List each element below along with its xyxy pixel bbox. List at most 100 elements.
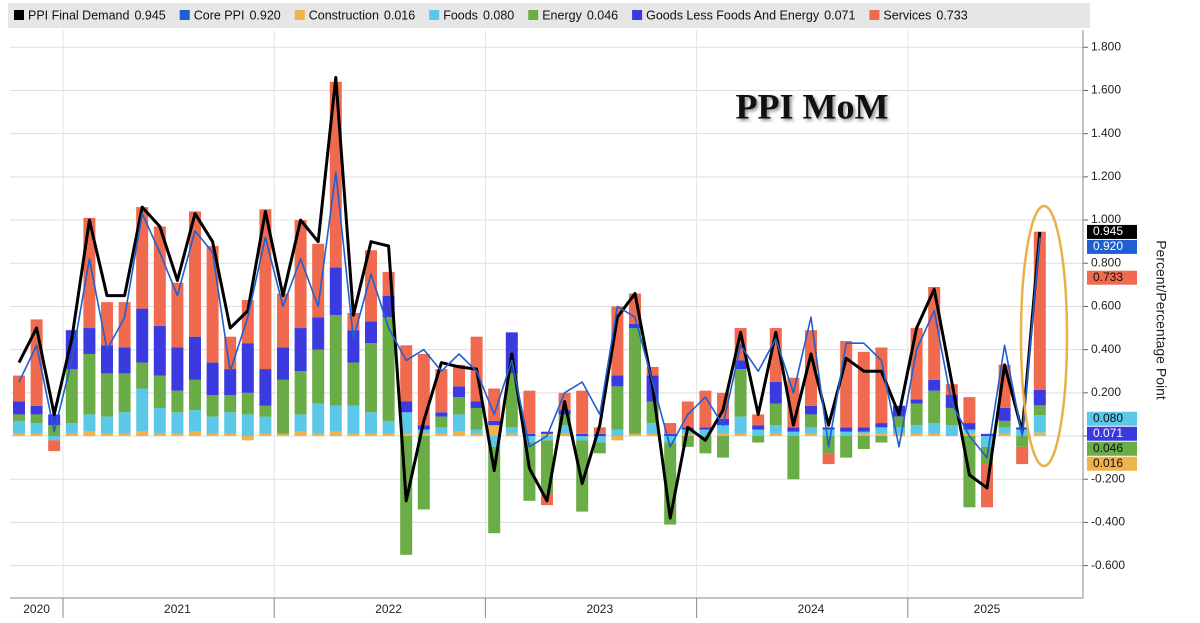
bar-segment bbox=[593, 433, 606, 437]
bar-segment bbox=[417, 436, 430, 510]
legend-swatch bbox=[294, 10, 305, 20]
bar-segment bbox=[13, 401, 25, 415]
bar-segment bbox=[453, 386, 465, 398]
bar-segment bbox=[488, 425, 501, 437]
bar-segment bbox=[417, 433, 430, 437]
y-tick-label: -0.200 bbox=[1091, 471, 1125, 485]
y-tick-label: 1.200 bbox=[1091, 169, 1121, 183]
value-tag-label: 0.071 bbox=[1093, 426, 1123, 440]
bar-segment bbox=[118, 433, 131, 437]
bar-segment bbox=[646, 433, 659, 437]
bar-segment bbox=[241, 436, 254, 441]
bar-segment bbox=[541, 431, 553, 434]
bar-segment bbox=[699, 436, 712, 454]
bar-segment bbox=[136, 388, 149, 432]
bar-segment bbox=[153, 226, 166, 326]
bar-segment bbox=[329, 405, 342, 432]
bar-segment bbox=[83, 328, 96, 354]
bar-segment bbox=[558, 414, 571, 426]
bar-segment bbox=[998, 420, 1011, 428]
value-tag bbox=[1087, 456, 1137, 471]
y-tick-label: -0.400 bbox=[1091, 515, 1125, 529]
bar-segment bbox=[189, 379, 201, 411]
y-tick-label: 1.000 bbox=[1091, 212, 1121, 226]
bar-segment bbox=[118, 412, 131, 434]
bar-segment bbox=[453, 431, 465, 437]
bar-segment bbox=[717, 436, 729, 458]
bar-segment bbox=[840, 340, 853, 428]
bar-segment bbox=[523, 390, 536, 434]
bar-segment bbox=[259, 416, 272, 434]
legend-swatch bbox=[179, 10, 190, 20]
bar-segment bbox=[875, 427, 888, 434]
bar-segment bbox=[277, 433, 289, 437]
bar-segment bbox=[329, 431, 342, 437]
bar-segment bbox=[769, 403, 782, 426]
bar-segment bbox=[541, 440, 553, 495]
bar-segment bbox=[189, 431, 201, 437]
bar-segment bbox=[118, 347, 131, 374]
bar-segment bbox=[153, 407, 166, 434]
bar-segment bbox=[505, 427, 518, 434]
bar-segment bbox=[259, 405, 272, 417]
bar-segment bbox=[752, 425, 765, 430]
bar-segment bbox=[523, 433, 536, 437]
bar-segment bbox=[224, 369, 237, 395]
bar-segment bbox=[30, 433, 43, 437]
bar-segment bbox=[928, 379, 941, 391]
bar-segment bbox=[717, 433, 729, 437]
bar-segment bbox=[294, 328, 307, 372]
bar-segment bbox=[1033, 415, 1046, 433]
bar-segment bbox=[470, 433, 483, 437]
bar-segment bbox=[611, 375, 624, 387]
bar-segment bbox=[822, 429, 835, 437]
bar-segment bbox=[48, 436, 61, 441]
bar-segment bbox=[347, 362, 360, 406]
bar-segment bbox=[910, 403, 923, 426]
bar-segment bbox=[101, 373, 113, 417]
bar-segment bbox=[48, 440, 61, 452]
bar-segment bbox=[664, 423, 677, 434]
value-tag bbox=[1087, 224, 1137, 239]
bar-segment bbox=[453, 364, 465, 387]
bar-segment bbox=[241, 299, 254, 344]
bar-segment bbox=[558, 425, 571, 434]
bar-segment bbox=[365, 321, 377, 344]
bar-segment bbox=[153, 433, 166, 437]
bar-segment bbox=[294, 371, 307, 415]
bar-segment bbox=[470, 407, 483, 430]
bar-segment bbox=[83, 353, 96, 415]
value-tag-label: 0.733 bbox=[1093, 270, 1123, 284]
bar-segment bbox=[576, 390, 589, 434]
bar-segment bbox=[83, 431, 96, 437]
bar-segment bbox=[347, 330, 360, 363]
bar-segment bbox=[893, 416, 905, 428]
bar-segment bbox=[347, 433, 360, 437]
bar-segment bbox=[294, 414, 307, 432]
bar-segment bbox=[523, 436, 536, 443]
bar-segment bbox=[998, 427, 1011, 434]
y-tick-label: -0.600 bbox=[1091, 558, 1125, 572]
legend-label: PPI Final Demand bbox=[28, 8, 129, 22]
bar-segment bbox=[400, 433, 413, 437]
bar-segment bbox=[752, 429, 765, 437]
bar-segment bbox=[153, 375, 166, 408]
bar-segment bbox=[30, 319, 43, 406]
bar-segment bbox=[541, 436, 553, 441]
bar-segment bbox=[998, 433, 1011, 437]
bar-segment bbox=[13, 375, 25, 402]
value-tag-label: 0.920 bbox=[1093, 239, 1123, 253]
bar-segment bbox=[241, 343, 254, 393]
value-tag-label: 0.945 bbox=[1093, 224, 1123, 238]
bar-segment bbox=[734, 433, 747, 437]
bar-segment bbox=[717, 425, 729, 434]
bar-segment bbox=[118, 373, 131, 413]
legend: PPI Final Demand 0.945 Core PPI 0.920 Constr… bbox=[14, 8, 968, 22]
bar-segment bbox=[840, 427, 853, 432]
bar-segment bbox=[365, 433, 377, 437]
bar-segment bbox=[805, 433, 817, 437]
bar-segment bbox=[488, 446, 501, 534]
bar-segment bbox=[611, 429, 624, 437]
legend-swatch bbox=[632, 10, 643, 20]
bar-segment bbox=[241, 392, 254, 415]
